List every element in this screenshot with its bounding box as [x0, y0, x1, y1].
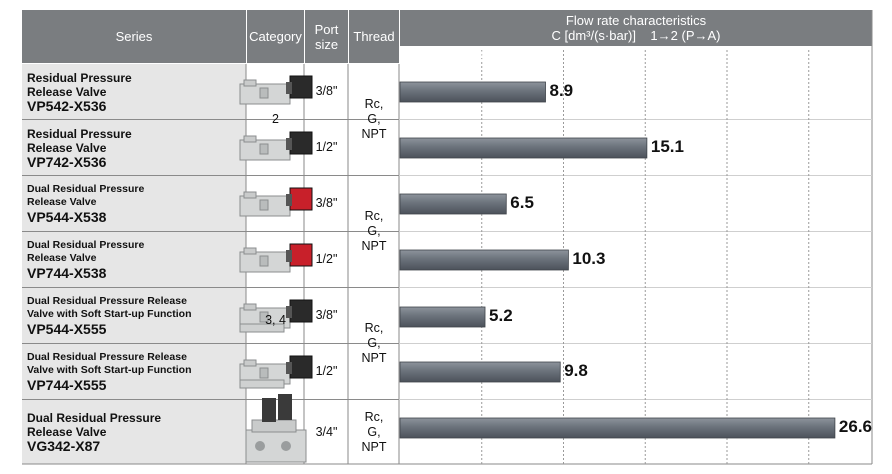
- port-size-cell: 3/8": [305, 64, 348, 119]
- series-cell-VP542-X536: Residual Pressure Release Valve VP542-X536: [22, 64, 313, 119]
- series-cell-VP544-X538: Dual Residual Pressure Release Valve VP544…: [22, 176, 313, 231]
- header-flow-rate: Flow rate characteristics C [dm³/(s·bar)…: [400, 10, 872, 46]
- header-port-size: Port size: [305, 10, 348, 63]
- series-text: Residual Pressure Release Valve VP542-X536: [27, 71, 132, 113]
- series-text: Dual Residual Pressure Release Valve with…: [27, 295, 192, 337]
- series-text: Dual Residual Pressure Release Valve VP544…: [27, 183, 144, 225]
- series-name-line: Valve with Soft Start-up Function: [27, 307, 192, 320]
- value-label-VP744-X555: 9.8: [564, 361, 588, 380]
- value-label-VG342-X87: 26.6: [838, 417, 872, 436]
- series-cell-VP742-X536: Residual Pressure Release Valve VP742-X536: [22, 120, 313, 175]
- header-category: Category: [247, 10, 304, 63]
- bar-VP744-X538: [399, 249, 569, 271]
- series-name-line: Dual Residual Pressure Release: [27, 294, 187, 307]
- value-label-VP742-X536: 15.1: [650, 137, 684, 156]
- port-size-value: 3/4": [315, 424, 338, 439]
- port-size-value: 3/8": [315, 196, 338, 210]
- series-cell-bg: [22, 400, 246, 464]
- tick-label-5: 5: [478, 49, 485, 63]
- port-size-cell: 3/8": [305, 288, 348, 343]
- tick-label-25: 25: [802, 49, 816, 63]
- model-number: VP544-X538: [27, 208, 107, 225]
- series-cell-VP544-X555: Dual Residual Pressure Release Valve with…: [22, 288, 313, 343]
- thread-cell-3: Rc, G, NPT: [361, 321, 387, 365]
- model-number: VP744-X555: [27, 376, 107, 393]
- model-number: VP742-X536: [27, 153, 107, 170]
- tick-label-20: 20: [720, 49, 734, 63]
- port-size-cell: 3/8": [305, 176, 348, 231]
- series-name-line: Release Valve: [27, 425, 107, 439]
- series-cell-bg: [22, 288, 246, 343]
- value-label-VP744-X538: 10.3: [572, 249, 606, 268]
- port-size-value: 1/2": [315, 252, 338, 266]
- bar-VG342-X87: [399, 417, 836, 439]
- thread-cell-4: Rc, G, NPT: [361, 409, 387, 454]
- port-size-cell: 3/4": [305, 400, 348, 464]
- series-cell-VP744-X555: Dual Residual Pressure Release Valve with…: [22, 344, 313, 399]
- series-name-line: Valve with Soft Start-up Function: [27, 363, 192, 376]
- category-cell-3-4: 3, 4: [265, 312, 286, 327]
- series-name-line: Release Valve: [27, 195, 97, 208]
- category-cell-2: 2: [272, 112, 279, 126]
- series-name-line: Dual Residual Pressure Release: [27, 350, 187, 363]
- flow-unit: C [dm³/(s·bar)] 1→2 (P→A): [551, 28, 721, 43]
- thread-cell-2: Rc, G, NPT: [361, 209, 387, 253]
- port-size-value: 3/8": [315, 84, 338, 98]
- series-name-line: Residual Pressure: [27, 70, 132, 85]
- bar-VP544-X538: [399, 193, 507, 215]
- series-cell-bg: [22, 176, 246, 231]
- thread-cell-1: Rc, G, NPT: [361, 97, 387, 141]
- port-size-value: 1/2": [315, 364, 338, 378]
- header-thread: Thread: [349, 10, 399, 63]
- series-name-line: Dual Residual Pressure: [27, 411, 162, 425]
- model-number: VP544-X555: [27, 320, 107, 337]
- bar-VP744-X555: [399, 361, 561, 383]
- series-cell-VG342-X87: Dual Residual Pressure Release Valve VG342…: [22, 394, 307, 464]
- bar-VP742-X536: [399, 137, 648, 159]
- model-number: VP542-X536: [27, 97, 107, 114]
- series-cell-bg: [22, 64, 246, 119]
- series-text: Dual Residual Pressure Release Valve VG342…: [27, 411, 161, 453]
- series-cell-bg: [22, 344, 246, 399]
- port-size-cell: 1/2": [305, 344, 348, 399]
- tick-label-10: 10: [557, 49, 571, 63]
- tick-label-15: 15: [639, 49, 653, 63]
- value-label-VP542-X536: 8.9: [549, 81, 574, 100]
- series-name-line: Residual Pressure: [27, 126, 132, 141]
- series-cell-VP744-X538: Dual Residual Pressure Release Valve VP744…: [22, 232, 313, 287]
- port-size-cell: 1/2": [305, 232, 348, 287]
- bar-VP544-X555: [399, 306, 486, 328]
- series-name-line: Dual Residual Pressure: [27, 238, 145, 251]
- value-label-VP544-X538: 6.5: [510, 193, 534, 212]
- port-size-value: 3/8": [315, 308, 338, 322]
- header-series: Series: [22, 10, 246, 63]
- series-cell-bg: [22, 120, 246, 175]
- series-text: Residual Pressure Release Valve VP742-X536: [27, 127, 132, 169]
- series-name-line: Release Valve: [27, 84, 107, 99]
- port-size-cell: 1/2": [305, 120, 348, 175]
- series-name-line: Release Valve: [27, 140, 107, 155]
- series-name-line: Dual Residual Pressure: [27, 182, 145, 195]
- flow-title: Flow rate characteristics: [565, 13, 707, 28]
- series-text: Dual Residual Pressure Release Valve with…: [27, 351, 192, 393]
- series-name-line: Release Valve: [27, 251, 97, 264]
- port-size-value: 1/2": [315, 140, 338, 154]
- series-cell-bg: [22, 232, 246, 287]
- model-number: VP744-X538: [27, 264, 107, 281]
- value-label-VP544-X555: 5.2: [489, 306, 513, 325]
- model-number: VG342-X87: [27, 438, 101, 454]
- series-text: Dual Residual Pressure Release Valve VP744…: [27, 239, 144, 281]
- bar-VP542-X536: [399, 81, 546, 103]
